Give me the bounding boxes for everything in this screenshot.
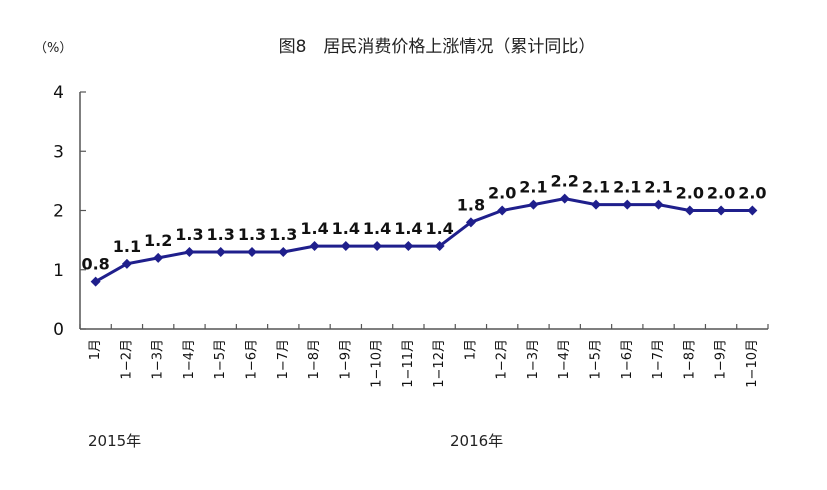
data-point [434, 241, 445, 252]
x-tick-label: 1月 [463, 339, 478, 360]
data-label: 1.1 [113, 237, 141, 256]
data-label: 0.8 [81, 255, 109, 274]
x-tick-label: 1−8月 [682, 339, 697, 379]
x-tick-label: 1−2月 [119, 339, 134, 379]
data-label: 2.0 [738, 184, 766, 203]
data-label: 2.1 [582, 178, 610, 197]
data-label: 2.2 [551, 172, 579, 191]
year-label: 2015年 [88, 432, 141, 450]
x-tick-label: 1−2月 [495, 339, 510, 379]
data-point [497, 205, 508, 216]
data-point [309, 241, 320, 252]
data-point [684, 205, 695, 216]
data-labels: 0.81.1 1.2 1.3 1.3 1.3 1.3 1.4 1.4 1.4 1.4 1.41.82… [81, 172, 766, 274]
x-tick-label: 1−6月 [620, 339, 635, 379]
y-tick-label: 2 [53, 202, 64, 222]
data-point [622, 199, 633, 210]
x-tick-label: 1−9月 [714, 339, 729, 379]
data-point [372, 241, 383, 252]
data-point [559, 193, 570, 204]
data-point [653, 199, 664, 210]
data-label: 1.3 [238, 225, 266, 244]
y-ticks: 0 1 2 3 4 [53, 83, 86, 340]
data-label: 2.0 [707, 184, 735, 203]
series-markers [90, 193, 758, 287]
data-point [403, 241, 414, 252]
y-tick-label: 0 [53, 320, 64, 340]
y-tick-label: 1 [53, 261, 64, 281]
x-tick-label: 1−7月 [276, 339, 291, 379]
data-point [90, 276, 101, 287]
y-tick-label: 4 [53, 83, 64, 103]
data-label: 2.0 [488, 184, 516, 203]
data-point [465, 217, 476, 228]
data-label: 1.4 [425, 219, 453, 238]
data-label: 2.1 [613, 178, 641, 197]
x-tick-label: 1−9月 [338, 339, 353, 379]
year-label: 2016年 [450, 432, 503, 450]
data-point [247, 246, 257, 257]
data-point [278, 246, 289, 257]
data-label: 1.3 [269, 225, 297, 244]
data-point [716, 205, 727, 216]
x-tick-label: 1−5月 [213, 339, 228, 379]
data-label: 1.3 [207, 225, 235, 244]
x-tick-label: 1−5月 [589, 339, 604, 379]
data-point [528, 199, 539, 210]
x-tick-label: 1−8月 [307, 339, 322, 379]
data-point [153, 252, 164, 263]
data-label: 1.2 [144, 231, 172, 250]
data-label: 1.4 [363, 219, 391, 238]
data-point [591, 199, 601, 210]
x-tick-label: 1−3月 [151, 339, 166, 379]
series-line [94, 197, 753, 283]
data-label: 2.1 [644, 178, 672, 197]
data-label: 1.4 [394, 219, 422, 238]
x-tick-label: 1−12月 [432, 339, 447, 388]
year-labels: 2015年 2016年 [88, 432, 503, 450]
x-tick-label: 1月 [88, 339, 103, 360]
data-point [121, 258, 132, 269]
y-tick-label: 3 [53, 142, 64, 162]
x-ticks: 1月 1−2月 1−3月 1−4月 1−5月 1−6月 1−7月 1−8月 1−9月 1−10月 1… [79, 324, 769, 388]
x-tick-label: 1−4月 [182, 339, 197, 379]
data-point [215, 246, 226, 257]
data-label: 1.4 [300, 219, 328, 238]
x-tick-label: 1−10月 [370, 339, 385, 388]
y-axis-unit: （%） [34, 41, 72, 56]
data-point [184, 246, 195, 257]
x-tick-label: 1−7月 [651, 339, 666, 379]
data-label: 1.8 [457, 195, 485, 214]
x-tick-label: 1−10月 [745, 339, 760, 388]
data-label: 1.3 [175, 225, 203, 244]
data-point [340, 241, 351, 252]
data-label: 2.0 [676, 184, 704, 203]
x-tick-label: 1−4月 [557, 339, 572, 379]
data-label: 1.4 [332, 219, 360, 238]
data-label: 2.1 [519, 178, 547, 197]
x-tick-label: 1−3月 [526, 339, 541, 379]
x-tick-label: 1−6月 [245, 339, 260, 379]
chart-title: 图8 居民消费价格上涨情况（累计同比） [279, 37, 596, 57]
x-tick-label: 1−11月 [401, 339, 416, 388]
data-point [747, 205, 758, 216]
